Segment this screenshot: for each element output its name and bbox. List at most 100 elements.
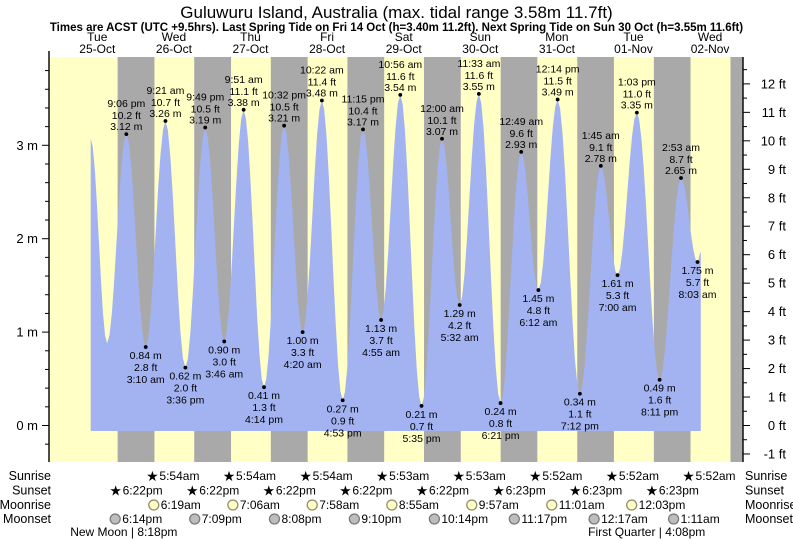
sunset-star-icon: ★	[339, 483, 352, 499]
tide-area	[90, 93, 701, 432]
row-label-right-moonrise: Moonrise	[745, 498, 793, 512]
tide-event-label: 0.21 m	[405, 409, 437, 421]
tide-event-label: 2.8 ft	[134, 362, 157, 374]
tide-event-dot	[657, 377, 662, 382]
tide-event-dot	[282, 123, 287, 128]
day-header-date: 02-Nov	[691, 42, 730, 56]
right-axis-label: 8 ft	[768, 190, 786, 205]
tide-event-dot	[361, 127, 365, 132]
tide-event-label: 7:00 am	[599, 302, 637, 314]
tide-event-dot	[319, 98, 324, 103]
day-header-name: Sun	[470, 30, 491, 44]
tide-event-label: 8:11 pm	[641, 407, 678, 419]
sunrise-time: 5:52am	[619, 469, 659, 483]
tide-event-label: 5.3 ft	[606, 290, 629, 302]
tide-event-label: 3:36 pm	[166, 395, 204, 407]
moonrise-icon	[626, 499, 638, 511]
tide-event-dot	[536, 288, 541, 292]
tide-event-label: 3.17 m	[347, 116, 379, 128]
right-axis-label: 11 ft	[762, 105, 787, 120]
tide-event-dot	[555, 97, 560, 102]
left-axis-label: 0 m	[16, 418, 38, 433]
tide-event-label: 1.61 m	[601, 278, 633, 290]
day-header-name: Tue	[87, 30, 108, 44]
moonset-icon	[109, 513, 121, 525]
tide-event-label: 4.8 ft	[527, 305, 550, 317]
moonrise-icon	[386, 499, 398, 511]
tide-event-label: 2.0 ft	[174, 383, 197, 395]
moonset-icon	[348, 513, 361, 525]
page-title: Guluwuru Island, Australia (max. tidal r…	[180, 3, 613, 22]
row-label-left-moonrise: Moonrise	[0, 498, 51, 512]
tide-event-label: 9.1 ft	[589, 142, 612, 154]
tide-event-label: 1.1 ft	[568, 409, 591, 421]
sunrise-star-icon: ★	[223, 468, 236, 484]
sunrise-star-icon: ★	[452, 468, 465, 484]
day-header-name: Wed	[162, 30, 186, 44]
moonset-time: 8:08pm	[281, 512, 321, 526]
tide-event-label: 3:10 am	[127, 374, 165, 386]
tide-event-label: 1.13 m	[365, 323, 397, 335]
tide-event-label: 1:03 pm	[618, 77, 656, 89]
tide-event-label: 3.54 m	[384, 82, 416, 94]
sunset-time: 6:22pm	[429, 484, 469, 498]
tide-event-label: 0.90 m	[208, 344, 240, 356]
left-axis-label: 2 m	[16, 231, 38, 246]
sunrise-star-icon: ★	[376, 468, 389, 484]
moonrise-icon	[227, 499, 239, 511]
tide-event-dot	[124, 132, 129, 136]
tide-event-dot	[598, 163, 603, 168]
moonset-time: 9:10pm	[361, 512, 401, 526]
sunrise-star-icon: ★	[606, 468, 619, 484]
right-axis-label: 0 ft	[768, 418, 786, 433]
tide-event-dot	[577, 391, 582, 396]
tide-event-label: 3.26 m	[149, 108, 181, 120]
tide-event-label: 3.7 ft	[369, 335, 392, 347]
day-header-date: 31-Oct	[539, 42, 576, 56]
tide-event-label: 10.2 ft	[112, 110, 141, 122]
tide-event-label: 10.4 ft	[348, 105, 377, 117]
tide-event-label: 3.55 m	[463, 81, 495, 93]
sunrise-time: 5:54am	[236, 469, 276, 483]
tide-event-label: 6:12 am	[519, 317, 557, 329]
right-axis-label: 5 ft	[768, 276, 786, 291]
tide-event-label: 2:53 am	[662, 142, 700, 154]
right-axis-label: -1 ft	[764, 446, 787, 461]
tide-event-label: 9:49 pm	[186, 92, 224, 104]
right-axis-label: 9 ft	[768, 162, 786, 177]
sunset-star-icon: ★	[569, 483, 582, 499]
tide-event-dot	[615, 273, 620, 278]
moonrise-icon	[306, 499, 318, 511]
tide-event-label: 10.5 ft	[191, 104, 220, 116]
tide-event-label: 8:03 am	[679, 289, 717, 301]
tide-event-dot	[300, 330, 305, 334]
tide-event-label: 2.93 m	[505, 139, 537, 151]
tide-event-label: 3:46 am	[205, 368, 243, 380]
tide-event-label: 1.6 ft	[648, 395, 671, 407]
tide-event-label: 3.19 m	[189, 115, 221, 127]
tide-event-label: 5:32 am	[441, 332, 479, 344]
sunrise-star-icon: ★	[529, 468, 542, 484]
sunset-star-icon: ★	[416, 483, 429, 499]
sunset-time: 6:22pm	[352, 484, 392, 498]
right-axis-label: 12 ft	[761, 76, 787, 91]
tide-event-label: 3.35 m	[621, 100, 653, 112]
row-label-left-sunset: Sunset	[12, 484, 51, 498]
tide-event-label: 6:21 pm	[482, 430, 520, 442]
tide-event-label: 0.27 m	[327, 403, 359, 415]
moonset-time: 11:17pm	[521, 512, 567, 526]
tide-event-label: 5:35 pm	[403, 433, 441, 445]
tide-event-label: 0.8 ft	[489, 418, 512, 430]
left-axis-label: 3 m	[16, 138, 38, 153]
right-axis-label: 10 ft	[761, 133, 787, 148]
sunrise-time: 5:53am	[389, 469, 429, 483]
tide-event-label: 9:06 pm	[107, 98, 145, 110]
tide-event-label: 4:53 pm	[324, 427, 362, 439]
tide-event-label: 11.5 ft	[543, 76, 571, 88]
tide-event-label: 11:33 am	[457, 58, 500, 70]
tide-event-label: 12:14 pm	[536, 64, 580, 76]
day-header-name: Fri	[320, 30, 334, 44]
tide-event-label: 3.3 ft	[291, 347, 314, 359]
